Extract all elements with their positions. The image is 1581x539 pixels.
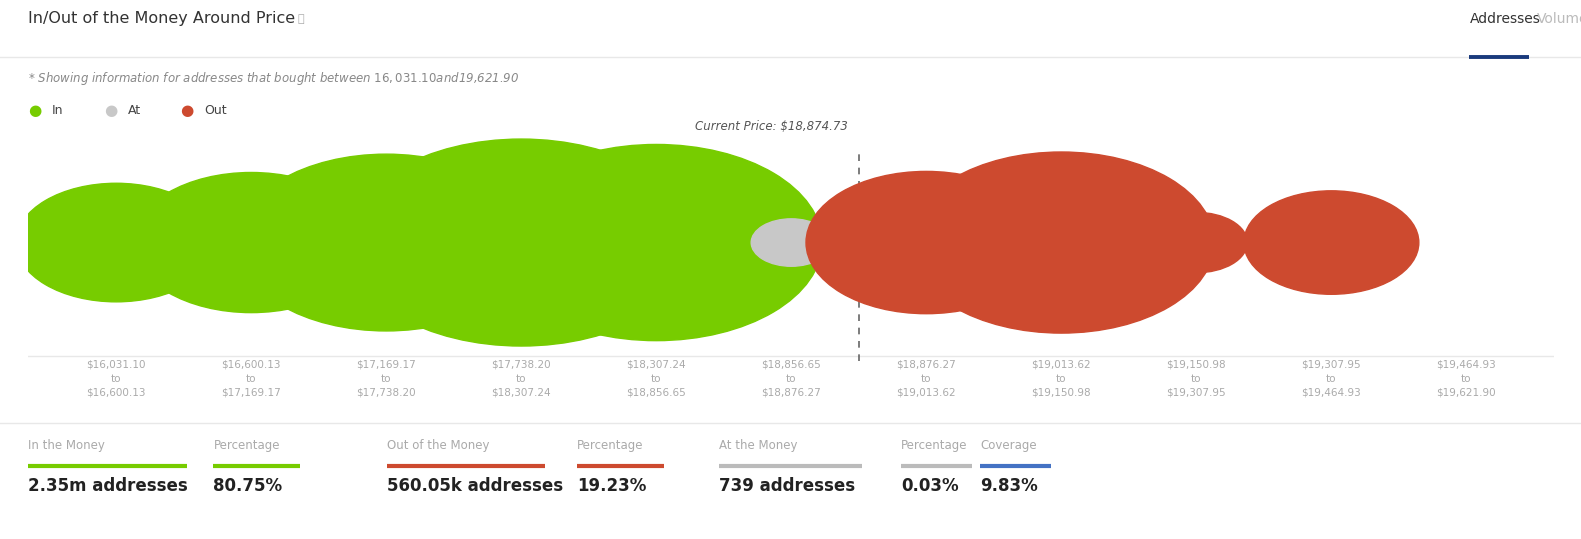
Text: 739 addresses: 739 addresses bbox=[719, 477, 855, 495]
Text: Percentage: Percentage bbox=[577, 439, 643, 452]
Text: $19,464.93
to
$19,621.90: $19,464.93 to $19,621.90 bbox=[1437, 360, 1496, 398]
Text: ●: ● bbox=[104, 103, 117, 118]
Ellipse shape bbox=[490, 144, 822, 341]
Text: ●: ● bbox=[180, 103, 193, 118]
Text: 0.03%: 0.03% bbox=[901, 477, 958, 495]
Text: ❓: ❓ bbox=[297, 14, 304, 24]
Text: $19,150.98
to
$19,307.95: $19,150.98 to $19,307.95 bbox=[1167, 360, 1227, 398]
Text: Out: Out bbox=[204, 104, 226, 117]
Text: In/Out of the Money Around Price: In/Out of the Money Around Price bbox=[28, 11, 296, 26]
Ellipse shape bbox=[237, 154, 536, 331]
Text: * Showing information for addresses that bought between $16,031.10 and $19,621.9: * Showing information for addresses that… bbox=[28, 70, 520, 87]
Text: 2.35m addresses: 2.35m addresses bbox=[28, 477, 188, 495]
Ellipse shape bbox=[806, 171, 1047, 314]
Text: $16,600.13
to
$17,169.17: $16,600.13 to $17,169.17 bbox=[221, 360, 281, 398]
Text: At: At bbox=[128, 104, 141, 117]
Text: At the Money: At the Money bbox=[719, 439, 798, 452]
Ellipse shape bbox=[907, 152, 1214, 333]
Text: $18,856.65
to
$18,876.27: $18,856.65 to $18,876.27 bbox=[762, 360, 821, 398]
Text: Coverage: Coverage bbox=[980, 439, 1037, 452]
Text: 9.83%: 9.83% bbox=[980, 477, 1039, 495]
Text: $19,013.62
to
$19,150.98: $19,013.62 to $19,150.98 bbox=[1031, 360, 1091, 398]
Ellipse shape bbox=[1244, 191, 1418, 294]
Ellipse shape bbox=[16, 183, 217, 302]
Text: Percentage: Percentage bbox=[901, 439, 968, 452]
Text: Percentage: Percentage bbox=[213, 439, 280, 452]
Text: Out of the Money: Out of the Money bbox=[387, 439, 490, 452]
Text: $18,876.27
to
$19,013.62: $18,876.27 to $19,013.62 bbox=[896, 360, 957, 398]
Text: $19,307.95
to
$19,464.93: $19,307.95 to $19,464.93 bbox=[1301, 360, 1361, 398]
Ellipse shape bbox=[346, 139, 696, 346]
Ellipse shape bbox=[1145, 212, 1247, 273]
Ellipse shape bbox=[133, 172, 370, 313]
Text: Addresses: Addresses bbox=[1470, 12, 1541, 26]
Text: 560.05k addresses: 560.05k addresses bbox=[387, 477, 563, 495]
Text: 80.75%: 80.75% bbox=[213, 477, 283, 495]
Text: ●: ● bbox=[28, 103, 41, 118]
Text: Volume: Volume bbox=[1537, 12, 1581, 26]
Text: In the Money: In the Money bbox=[28, 439, 106, 452]
Text: 19.23%: 19.23% bbox=[577, 477, 647, 495]
Text: In: In bbox=[52, 104, 63, 117]
Text: $16,031.10
to
$16,600.13: $16,031.10 to $16,600.13 bbox=[87, 360, 145, 398]
Text: $17,738.20
to
$18,307.24: $17,738.20 to $18,307.24 bbox=[492, 360, 552, 398]
Text: $17,169.17
to
$17,738.20: $17,169.17 to $17,738.20 bbox=[356, 360, 416, 398]
Ellipse shape bbox=[751, 219, 832, 266]
Text: Current Price: $18,874.73: Current Price: $18,874.73 bbox=[696, 120, 847, 133]
Text: $18,307.24
to
$18,856.65: $18,307.24 to $18,856.65 bbox=[626, 360, 686, 398]
